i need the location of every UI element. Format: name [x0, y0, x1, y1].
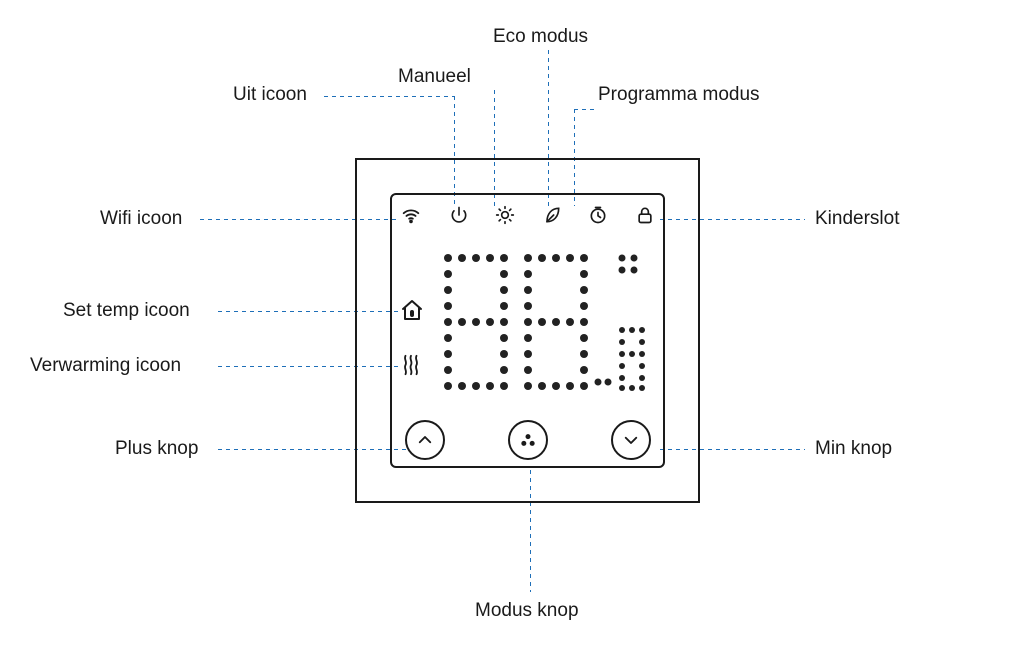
status-icon-row: [400, 204, 655, 226]
label-manual: Manueel: [398, 66, 471, 88]
leader: [574, 109, 596, 110]
label-plus-button: Plus knop: [115, 438, 198, 460]
label-off-icon: Uit icoon: [233, 84, 307, 106]
power-icon: [449, 205, 469, 225]
label-heating-icon: Verwarming icoon: [30, 355, 181, 377]
label-wifi-icon: Wifi icoon: [100, 208, 182, 230]
sun-icon: [495, 205, 515, 225]
heating-icon: [400, 352, 422, 378]
label-mode-button: Modus knop: [475, 600, 579, 622]
mode-button[interactable]: [508, 420, 548, 460]
button-row: [405, 420, 651, 460]
label-eco-mode: Eco modus: [493, 26, 588, 48]
minus-button[interactable]: [611, 420, 651, 460]
plus-button[interactable]: [405, 420, 445, 460]
wifi-icon: [400, 204, 422, 226]
set-temp-icon: [400, 298, 424, 322]
label-minus-button: Min knop: [815, 438, 892, 460]
label-child-lock: Kinderslot: [815, 208, 900, 230]
clock-icon: [588, 205, 608, 225]
lock-icon: [635, 205, 655, 225]
label-program-mode: Programma modus: [598, 84, 760, 106]
temperature-display: [438, 252, 656, 394]
label-set-temp-icon: Set temp icoon: [63, 300, 190, 322]
leader: [324, 96, 454, 97]
leaf-icon: [542, 205, 562, 225]
